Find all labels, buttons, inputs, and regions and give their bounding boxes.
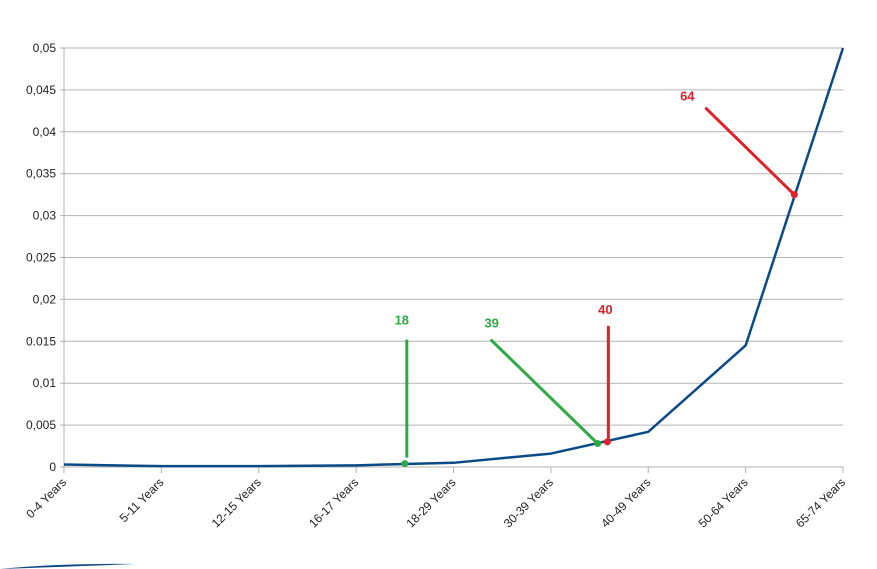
x-tick-label: 0-4 Years xyxy=(23,475,69,521)
callout-point xyxy=(790,191,798,199)
callout-label: 40 xyxy=(598,302,612,317)
decoration xyxy=(0,563,135,569)
x-tick-label: 65-74 Years xyxy=(793,475,848,530)
y-tick-label: 0,04 xyxy=(33,125,57,139)
callout-label: 18 xyxy=(395,313,409,328)
x-tick-label: 5-11 Years xyxy=(117,475,167,525)
y-tick-label: 0,045 xyxy=(26,83,56,97)
callout-label: 39 xyxy=(484,316,498,331)
x-tick-label: 40-49 Years xyxy=(598,475,653,530)
y-tick-label: 0 xyxy=(49,460,56,474)
callout-point xyxy=(594,440,602,448)
callout-label: 64 xyxy=(680,89,695,104)
callout-line xyxy=(489,338,598,444)
x-tick-label: 30-39 Years xyxy=(501,475,556,530)
y-tick-label: 0,035 xyxy=(26,167,56,181)
y-tick-label: 0,005 xyxy=(26,418,56,432)
line-series xyxy=(63,47,845,468)
y-tick-label: 0,05 xyxy=(33,41,57,55)
y-tick-label: 0,025 xyxy=(26,251,56,265)
callout-point xyxy=(401,460,409,468)
callout-point xyxy=(603,438,611,446)
y-tick-label: 0,02 xyxy=(33,292,57,306)
x-tick-label: 50-64 Years xyxy=(696,475,751,530)
y-tick-label: 0.015 xyxy=(26,334,56,348)
x-tick-label: 16-17 Years xyxy=(306,475,361,530)
y-tick-label: 0,03 xyxy=(33,209,57,223)
x-tick-label: 12-15 Years xyxy=(209,475,264,530)
callout-line xyxy=(704,106,796,196)
x-tick-label: 18-29 Years xyxy=(403,475,458,530)
y-tick-label: 0,01 xyxy=(33,376,57,390)
